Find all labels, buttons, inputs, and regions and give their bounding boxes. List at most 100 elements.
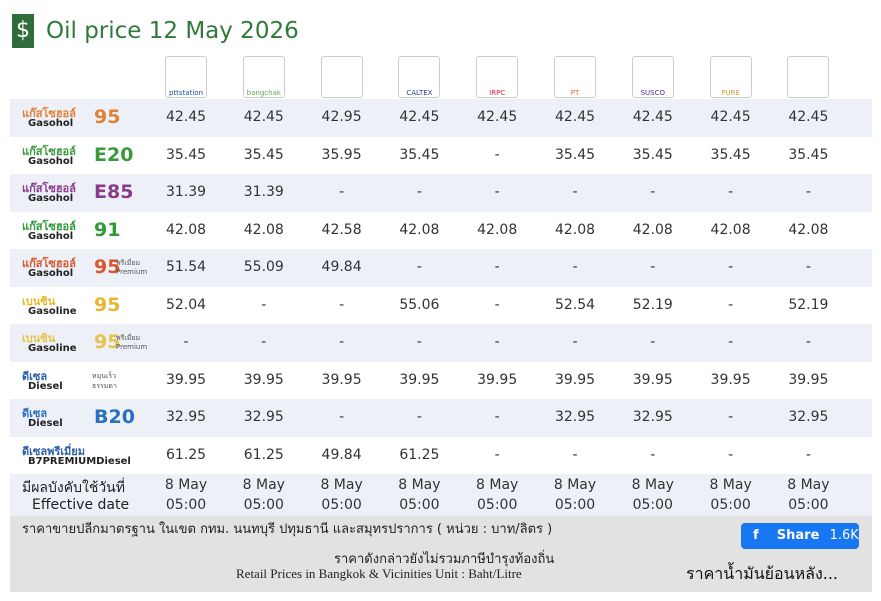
row-bg: [10, 174, 872, 212]
price: 42.45: [554, 109, 596, 125]
title-icon: $: [12, 14, 34, 48]
price: -: [339, 334, 345, 350]
share-button[interactable]: f Share 1.6K: [741, 523, 859, 549]
price: 32.95: [632, 409, 673, 425]
effective-time: 05:00: [321, 497, 362, 513]
fuel-english: Diesel: [28, 418, 63, 429]
price: 61.25: [399, 446, 440, 463]
fuel-thai: แก๊สโซฮอล์: [22, 107, 76, 120]
effective-time: 05:00: [554, 497, 596, 513]
price: -: [572, 184, 578, 200]
fuel-grade: 91: [94, 218, 121, 241]
row-bg: [10, 474, 872, 516]
effective-date: 8 May: [787, 477, 830, 493]
price: -: [416, 184, 422, 200]
price: 39.95: [321, 371, 362, 388]
row-bg: [10, 286, 872, 324]
price: 42.95: [321, 109, 362, 125]
fuel-thai: ดีเซล: [22, 407, 48, 420]
row-bg: [10, 324, 872, 362]
price: 49.84: [321, 259, 362, 275]
price: -: [728, 296, 734, 313]
fuel-grade: E85: [94, 181, 134, 203]
price: -: [805, 184, 811, 200]
fuel-english: Diesel: [28, 380, 63, 392]
price: 42.45: [243, 109, 284, 125]
effective-date: 8 May: [709, 477, 752, 493]
price: 39.95: [554, 371, 596, 388]
fuel-english: Gasoline: [28, 305, 77, 317]
price: 42.08: [165, 221, 207, 238]
price: 42.45: [710, 109, 751, 125]
price: 42.45: [165, 109, 207, 125]
row-bg: [10, 249, 872, 287]
effective-date: 8 May: [631, 477, 674, 493]
row-bg: [10, 136, 872, 174]
share-count: 1.6K: [829, 528, 859, 543]
brand-logo: [787, 56, 830, 98]
price: 51.54: [165, 259, 207, 275]
row-bg: [10, 99, 872, 137]
price: 31.39: [165, 184, 207, 200]
price: 55.06: [399, 296, 440, 313]
price: 39.95: [165, 371, 207, 388]
price: 42.58: [321, 221, 362, 238]
fuel-grade: 95: [94, 106, 121, 128]
price: 39.95: [710, 371, 751, 388]
effective-date: 8 May: [553, 477, 597, 493]
fuel-note: พรีเมี่ยม: [116, 334, 141, 342]
brand-logo: SUSCO: [631, 56, 674, 98]
price: -: [572, 334, 578, 350]
price: -: [494, 334, 500, 350]
effective-date: 8 May: [242, 477, 285, 493]
price: -: [339, 409, 345, 425]
fuel-note: หมุนเร็ว: [92, 371, 117, 380]
fuel-english: Gasohol: [28, 268, 74, 279]
fuel-english: B7PREMIUMDiesel: [28, 455, 131, 467]
price: 42.08: [554, 221, 596, 238]
fuel-note: Premium: [116, 268, 148, 276]
history-link[interactable]: ราคาน้ำมันย้อนหลัง...: [686, 564, 839, 583]
price: 42.08: [788, 221, 829, 238]
price: -: [339, 184, 345, 200]
price: 42.08: [710, 221, 751, 238]
price: 42.08: [243, 221, 284, 238]
price: -: [650, 184, 656, 200]
price: 39.95: [788, 371, 829, 388]
price: -: [650, 259, 656, 275]
price: 39.95: [632, 371, 673, 388]
price: 42.45: [632, 109, 673, 125]
effective-time: 05:00: [243, 497, 284, 513]
effective-time: 05:00: [477, 497, 518, 513]
effective-date: 8 May: [476, 477, 519, 493]
price: -: [261, 296, 267, 313]
price: 35.95: [321, 146, 362, 163]
price: 31.39: [243, 184, 284, 200]
row-bg: [10, 399, 872, 437]
fuel-grade: E20: [94, 143, 134, 166]
effective-time: 05:00: [788, 497, 829, 513]
fuel-thai: แก๊สโซฮอล์: [22, 182, 76, 195]
price: -: [572, 446, 578, 463]
price: 42.45: [788, 109, 829, 125]
price: 39.95: [477, 371, 518, 388]
effective-date: 8 May: [398, 477, 441, 493]
fuel-note: พรีเมี่ยม: [116, 259, 141, 267]
row-bg: [10, 361, 872, 399]
price: 42.08: [399, 221, 440, 238]
fuel-english: Gasohol: [28, 155, 74, 167]
price: 35.45: [554, 146, 596, 163]
fuel-thai: เบนซิน: [22, 294, 56, 308]
footer-line2: ราคาดังกล่าวยังไม่รวมภาษีบำรุงท้องถิ่น: [334, 552, 555, 567]
price: 39.95: [399, 371, 440, 388]
effective-date: 8 May: [164, 477, 208, 493]
price: -: [728, 259, 734, 275]
price: 32.95: [165, 409, 207, 425]
effective-thai: มีผลบังคับใช้วันที่: [22, 480, 125, 496]
brand-logo: IRPC: [476, 56, 519, 98]
price: -: [494, 146, 500, 163]
effective-time: 05:00: [399, 497, 440, 513]
effective-time: 05:00: [710, 497, 751, 513]
fuel-grade: B20: [94, 406, 135, 428]
